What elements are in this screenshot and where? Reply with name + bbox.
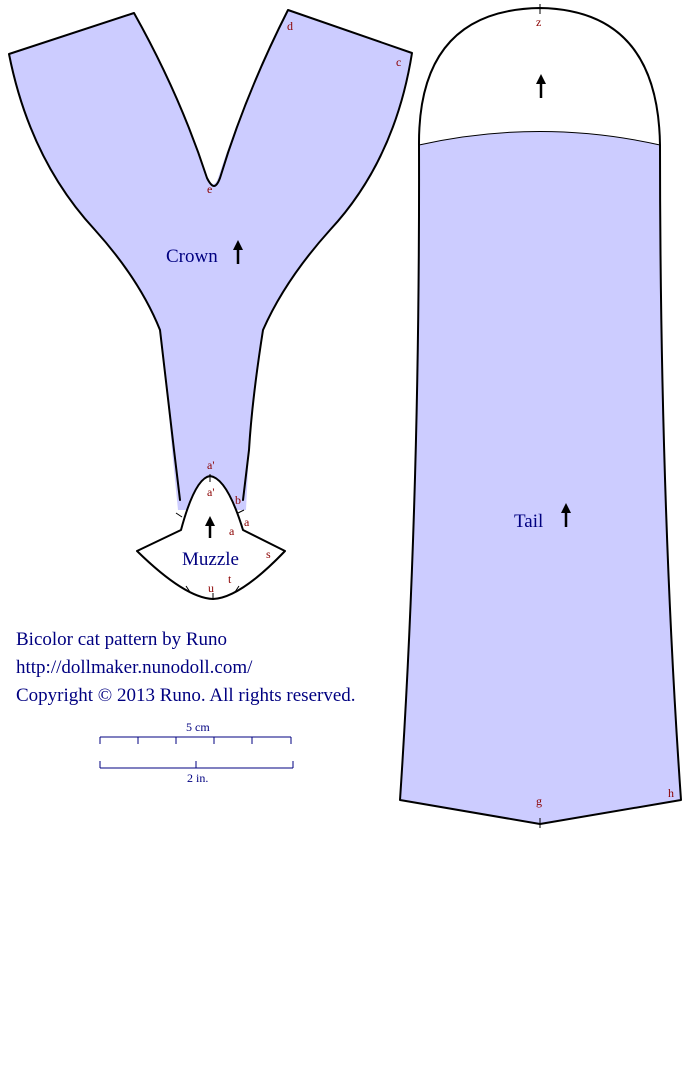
muzzle-piece: a' a' b a a s u t Muzzle — [136, 458, 286, 600]
tail-label: Tail — [514, 511, 543, 532]
muzzle-mark-b: b — [235, 493, 241, 507]
credit-copyright: Copyright © 2013 Runo. All rights reserv… — [16, 685, 356, 706]
scale-bars: 5 cm 2 in. — [99, 720, 294, 785]
tail-tip-grain-arrow-icon — [536, 74, 546, 98]
crown-fill — [9, 10, 412, 510]
tail-mark-g: g — [536, 794, 542, 808]
muzzle-notch-bottom-right — [234, 585, 240, 593]
tail-mark-h: h — [668, 786, 674, 800]
muzzle-mark-s: s — [266, 547, 271, 561]
muzzle-mark-a-outer: a — [244, 515, 250, 529]
scale-cm-label: 5 cm — [186, 720, 210, 734]
muzzle-mark-a-prime-inner: a' — [207, 485, 215, 499]
tail-fill — [400, 131, 681, 824]
crown-piece: e d c Crown — [8, 9, 413, 510]
muzzle-notch-right — [237, 509, 245, 514]
muzzle-mark-u: u — [208, 581, 214, 595]
crown-label: Crown — [166, 246, 218, 267]
tail-outline — [399, 7, 682, 825]
scale-inch-label: 2 in. — [187, 771, 208, 785]
tail-mark-z: z — [536, 15, 541, 29]
tail-piece: z g h Tail — [399, 4, 682, 828]
muzzle-grain-arrow-icon — [205, 516, 215, 538]
crown-grain-arrow-icon — [233, 240, 243, 264]
muzzle-mark-a-inner: a — [229, 524, 235, 538]
scale-cm-bar — [99, 736, 292, 744]
crown-mark-e: e — [207, 182, 212, 196]
muzzle-mark-t: t — [228, 572, 232, 586]
muzzle-notch-bottom-left — [185, 585, 191, 593]
scale-inch-bar — [99, 761, 294, 769]
crown-mark-d: d — [287, 19, 293, 33]
tail-color-divider — [418, 131, 661, 146]
muzzle-mark-a-prime-top: a' — [207, 458, 215, 472]
muzzle-notch-left — [175, 512, 183, 518]
credit-url[interactable]: http://dollmaker.nunodoll.com/ — [16, 657, 253, 678]
crown-mark-c: c — [396, 55, 401, 69]
credit-author: Bicolor cat pattern by Runo — [16, 629, 228, 650]
muzzle-outline — [136, 475, 286, 600]
crown-outline — [8, 9, 413, 501]
muzzle-label: Muzzle — [182, 549, 239, 570]
tail-grain-arrow-icon — [561, 503, 571, 527]
